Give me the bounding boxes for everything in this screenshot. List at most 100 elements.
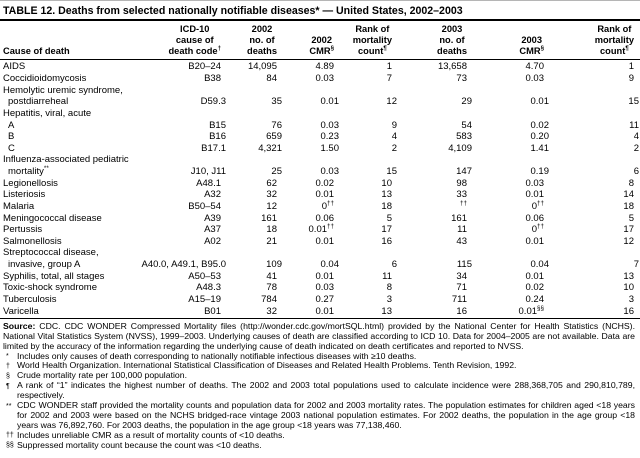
deaths-2003: 33 bbox=[456, 189, 467, 201]
cause-of-death: Hemolytic uremic syndrome, bbox=[3, 84, 123, 96]
cause-of-death: Legionellosis bbox=[3, 177, 58, 189]
table-row: C B17.1 4,321 1.50 2 4,109 1.41 2 bbox=[3, 142, 639, 155]
column-header: Rank of mortality count¶ bbox=[352, 24, 392, 56]
icd10-code: A48.3 bbox=[196, 282, 221, 294]
cmr-2002: 0.01 bbox=[315, 270, 335, 282]
cmr-2002: 0.01 bbox=[315, 189, 335, 201]
table-row: Syphilis, total, all stages A50–53 41 0.01 1… bbox=[3, 271, 635, 283]
cmr-2003: 0.01 bbox=[525, 235, 545, 247]
rank-2003: 3 bbox=[628, 293, 634, 305]
rank-2003: 17 bbox=[623, 224, 634, 236]
icd10-code: B01 bbox=[204, 305, 221, 317]
footnote: ¶ A rank of “1” indicates the highest num… bbox=[6, 380, 635, 401]
rank-2002: 4 bbox=[391, 131, 397, 143]
source-label: Source: bbox=[3, 321, 36, 332]
deaths-2002: 35 bbox=[271, 96, 282, 108]
source-text: CDC. CDC WONDER Compressed Mortality fil… bbox=[3, 321, 635, 351]
table-row: Streptococcal disease, bbox=[3, 247, 635, 259]
rank-2002: 8 bbox=[386, 282, 392, 294]
deaths-2003: 711 bbox=[451, 293, 467, 305]
rank-2002: 16 bbox=[381, 235, 392, 247]
deaths-2002 bbox=[221, 154, 277, 166]
column-header: 2003 CMR§ bbox=[519, 34, 544, 56]
deaths-2002: 18 bbox=[266, 224, 277, 236]
rank-2002: 13 bbox=[381, 189, 392, 201]
icd10-code: B17.1 bbox=[201, 142, 226, 154]
deaths-2003: 34 bbox=[456, 270, 467, 282]
rank-2003: 7 bbox=[633, 259, 639, 271]
deaths-2003: 98 bbox=[456, 177, 467, 189]
cmr-2003: 4.70 bbox=[525, 61, 545, 73]
deaths-2003: 583 bbox=[456, 131, 472, 143]
rank-2003: 5 bbox=[628, 212, 634, 224]
deaths-2003: 4,109 bbox=[448, 142, 472, 154]
icd10-code: B20–24 bbox=[188, 61, 221, 73]
table-row: Pertussis A37 18 0.01†† 17 11 0†† 17 bbox=[3, 223, 635, 236]
cmr-2003: 0.24 bbox=[525, 293, 545, 305]
cmr-2003: 0.01§§ bbox=[518, 304, 544, 317]
cmr-2003: 0.02 bbox=[530, 119, 550, 131]
cmr-2002 bbox=[277, 154, 334, 166]
icd10-code: A48.1 bbox=[196, 177, 221, 189]
cmr-2003: 1.41 bbox=[530, 142, 550, 154]
rank-2003: 4 bbox=[633, 131, 639, 143]
cause-of-death: Listeriosis bbox=[3, 189, 46, 201]
icd10-code bbox=[118, 247, 221, 259]
cmr-2002: 0.03 bbox=[315, 282, 335, 294]
rank-2003 bbox=[544, 85, 634, 97]
rank-2003 bbox=[544, 108, 634, 120]
deaths-2002: 84 bbox=[266, 73, 277, 85]
cause-of-death: Malaria bbox=[3, 200, 35, 212]
deaths-2002: 76 bbox=[271, 119, 282, 131]
icd10-code: A37 bbox=[204, 224, 221, 236]
cmr-2003 bbox=[467, 85, 544, 97]
deaths-2002: 161 bbox=[261, 212, 277, 224]
deaths-2002: 784 bbox=[261, 293, 277, 305]
deaths-2002: 4,321 bbox=[258, 142, 282, 154]
cmr-2002 bbox=[277, 247, 334, 259]
footnote: † World Health Organization. Internationa… bbox=[6, 360, 517, 371]
icd10-code: B16 bbox=[209, 131, 226, 143]
table-header-row: Cause of death ICD-10 cause of death code† 2… bbox=[0, 21, 640, 59]
cause-of-death: Hepatitis, viral, acute bbox=[3, 107, 92, 119]
cmr-2002: 0.03 bbox=[315, 73, 335, 85]
icd10-code: A02 bbox=[204, 235, 221, 247]
column-header: 2003 no. of deaths bbox=[437, 24, 467, 56]
table-row: Malaria B50–54 12 0†† 18 †† 0†† 18 bbox=[3, 199, 635, 213]
cmr-2003: 0.04 bbox=[530, 259, 550, 271]
rank-2002 bbox=[334, 154, 392, 166]
footnotes: * Includes only causes of death correspon… bbox=[0, 350, 640, 451]
deaths-2003 bbox=[392, 247, 467, 259]
rank-2002: 7 bbox=[386, 73, 392, 85]
cause-of-death: C bbox=[8, 142, 15, 154]
rank-2003: 1 bbox=[628, 61, 634, 73]
footnote: §§ Suppressed mortality count because the… bbox=[6, 439, 262, 450]
rank-2002: 13 bbox=[381, 305, 392, 317]
rank-2003 bbox=[544, 247, 634, 259]
cause-of-death: Syphilis, total, all stages bbox=[3, 270, 105, 282]
deaths-2002 bbox=[221, 85, 277, 97]
table-row: Toxic-shock syndrome A48.3 78 0.03 8 71 0.02 10 bbox=[3, 282, 635, 294]
cause-of-death: A bbox=[8, 119, 15, 131]
cmr-2003 bbox=[467, 108, 544, 120]
deaths-2003: 161 bbox=[451, 212, 467, 224]
cause-of-death: B bbox=[8, 131, 15, 143]
rank-2003: 10 bbox=[623, 282, 634, 294]
cause-of-death: mortality** bbox=[8, 164, 49, 178]
footnote-marker: * bbox=[6, 353, 9, 361]
table-bottom-rule bbox=[0, 318, 640, 320]
cmr-2002: 0.06 bbox=[315, 212, 335, 224]
cmr-2003: 0†† bbox=[531, 199, 544, 212]
icd10-code: A15–19 bbox=[188, 293, 221, 305]
deaths-2002: 14,095 bbox=[247, 61, 277, 73]
footnote: †† Includes unreliable CMR as a result of… bbox=[6, 429, 285, 440]
rank-2003: 18 bbox=[623, 200, 634, 212]
cmr-2002: 0.01 bbox=[315, 235, 335, 247]
cmr-2002: 0.03 bbox=[320, 119, 340, 131]
table-row: Hepatitis, viral, acute bbox=[3, 108, 635, 120]
rank-2002: 2 bbox=[391, 142, 397, 154]
table-row: Listeriosis A32 32 0.01 13 33 0.01 14 bbox=[3, 189, 635, 201]
footnote: * Includes only causes of death correspon… bbox=[6, 350, 417, 361]
cmr-2002: 0.27 bbox=[315, 293, 335, 305]
